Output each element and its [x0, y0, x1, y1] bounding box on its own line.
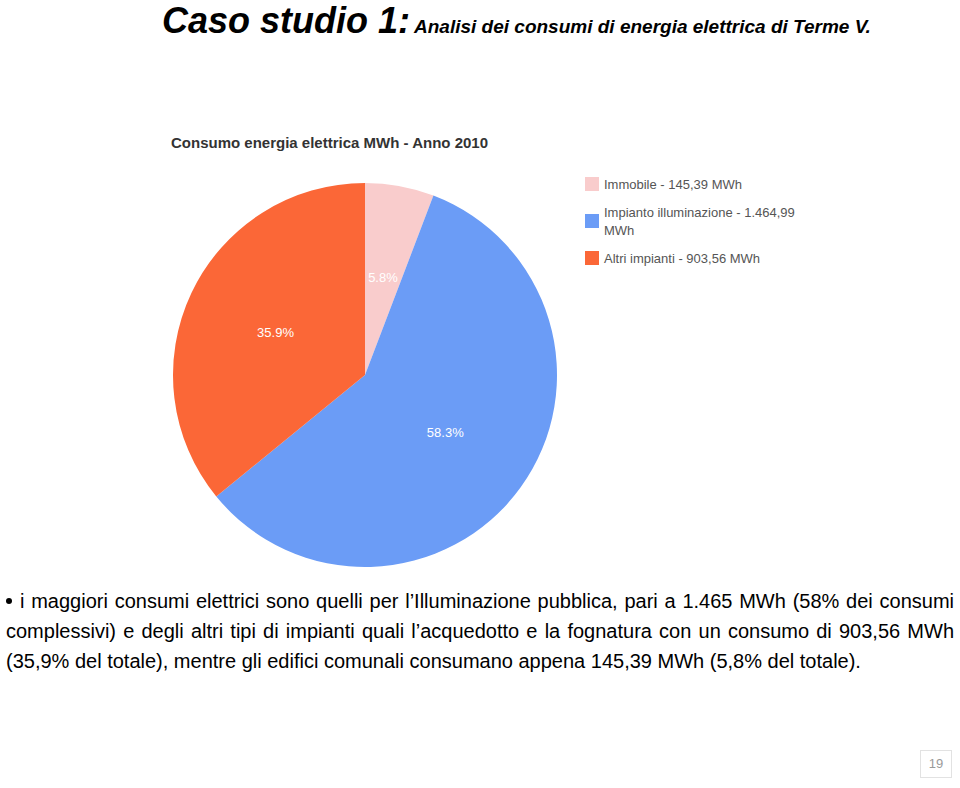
svg-text:Immobile - 145,39 MWh: Immobile - 145,39 MWh — [604, 177, 742, 192]
svg-text:Altri impianti - 903,56 MWh: Altri impianti - 903,56 MWh — [604, 251, 760, 266]
html-text:19: 19 — [928, 756, 944, 771]
svg-text:35.9%: 35.9% — [257, 325, 294, 340]
html-text:Caso studio 1:Analisi dei cons: Caso studio 1:Analisi dei consumi di ene… — [162, 0, 871, 41]
svg-text:5.8%: 5.8% — [368, 270, 398, 285]
svg-text:58.3%: 58.3% — [427, 425, 464, 440]
svg-text:Consumo energia elettrica MWh: Consumo energia elettrica MWh - Anno 201… — [171, 134, 488, 151]
svg-text:Impianto illuminazione - 1.464: Impianto illuminazione - 1.464,99 — [604, 205, 798, 220]
html-text:i maggiori consumi elettrici s: i maggiori consumi elettrici sono quelli… — [6, 590, 954, 672]
svg-text:MWh: MWh — [604, 223, 634, 238]
